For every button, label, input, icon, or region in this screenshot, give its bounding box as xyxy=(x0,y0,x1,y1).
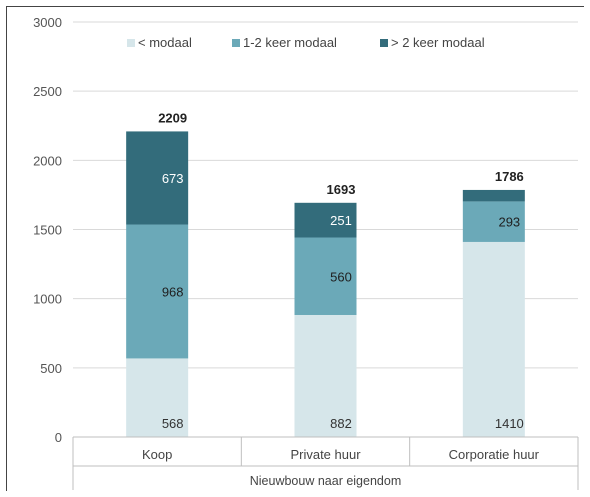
bars: 568 968 673 2209 882 560 251 1693 1410 293 1786 xyxy=(126,110,525,437)
bar-segment xyxy=(462,241,525,437)
y-tick-label: 3000 xyxy=(33,15,62,30)
x-tick-label: Corporatie huur xyxy=(449,447,540,462)
x-tick-label: Koop xyxy=(142,447,172,462)
data-label: 293 xyxy=(498,215,520,230)
y-tick-label: 2500 xyxy=(33,84,62,99)
chart-frame xyxy=(6,6,584,491)
data-label: 968 xyxy=(162,284,184,299)
total-label: 1693 xyxy=(327,182,356,197)
legend: < modaal 1-2 keer modaal > 2 keer modaal xyxy=(127,35,485,50)
bar-segment xyxy=(294,237,357,315)
y-tick-label: 1000 xyxy=(33,292,62,307)
bar-segment xyxy=(126,358,189,437)
y-tick-label: 0 xyxy=(55,430,62,445)
legend-label: < modaal xyxy=(138,35,192,50)
y-tick-label: 1500 xyxy=(33,223,62,238)
total-label: 1786 xyxy=(495,169,524,184)
legend-label: > 2 keer modaal xyxy=(391,35,485,50)
x-tick-label: Private huur xyxy=(290,447,361,462)
y-tick-label: 500 xyxy=(40,361,62,376)
data-label: 251 xyxy=(330,213,352,228)
bar-segment xyxy=(126,224,189,359)
bar-segment xyxy=(462,189,525,202)
data-label: 560 xyxy=(330,269,352,284)
total-label: 2209 xyxy=(158,110,187,125)
y-axis-ticks: 0 500 1000 1500 2000 2500 3000 xyxy=(33,15,62,445)
bar-segment xyxy=(126,131,189,225)
bar-segment xyxy=(294,202,357,238)
bar-segment xyxy=(462,201,525,242)
data-label: 673 xyxy=(162,171,184,186)
x-axis: Koop Private huur Corporatie huur xyxy=(72,436,579,490)
y-tick-label: 2000 xyxy=(33,153,62,168)
bar-segment xyxy=(294,314,357,437)
data-label: 568 xyxy=(162,416,184,431)
data-label: 882 xyxy=(330,416,352,431)
legend-swatch xyxy=(380,39,388,47)
legend-swatch xyxy=(127,39,135,47)
legend-swatch xyxy=(232,39,240,47)
legend-label: 1-2 keer modaal xyxy=(243,35,337,50)
x-axis-label: Nieuwbouw naar eigendom xyxy=(250,474,401,488)
data-label: 1410 xyxy=(495,416,524,431)
